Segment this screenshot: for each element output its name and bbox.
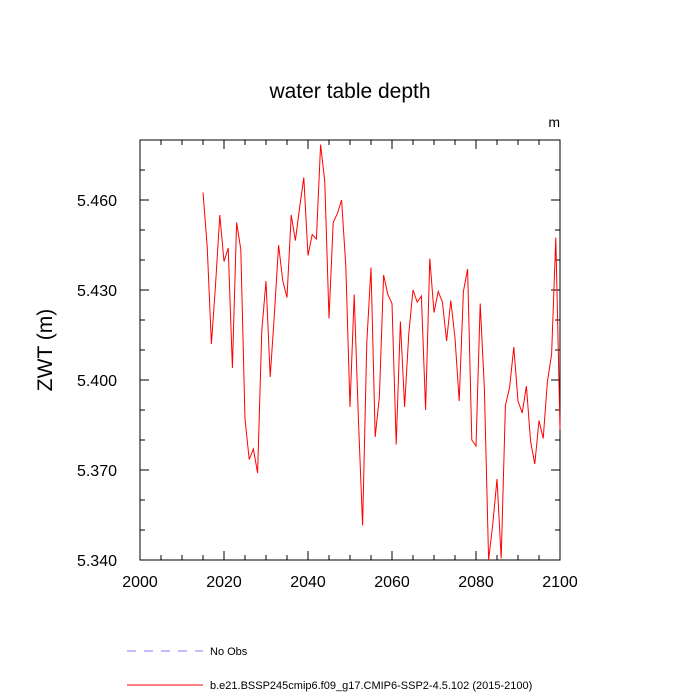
y-tick-label: 5.460	[77, 193, 117, 210]
units-label: m	[548, 114, 560, 130]
y-tick-label: 5.430	[77, 283, 117, 300]
series-line-0	[202, 144, 561, 561]
y-axis-label: ZWT (m)	[34, 309, 57, 391]
axis-tick-labels: 2000 2020 2040 2060 2080 2100 5.340 5.370 5.400 5…	[77, 193, 578, 591]
y-tick-label: 5.370	[77, 463, 117, 480]
x-tick-label: 2000	[122, 574, 158, 591]
axis-ticks	[139, 139, 561, 561]
legend: No Obs b.e21.BSSP245cmip6.f09_g17.CMIP6-…	[127, 646, 532, 692]
legend-label-model: b.e21.BSSP245cmip6.f09_g17.CMIP6-SSP2-4.…	[210, 680, 532, 692]
y-tick-label: 5.340	[77, 553, 117, 570]
plot-frame	[139, 139, 561, 561]
x-tick-label: 2020	[206, 574, 242, 591]
x-tick-label: 2040	[290, 574, 326, 591]
x-tick-label: 2060	[374, 574, 410, 591]
y-tick-label: 5.400	[77, 373, 117, 390]
x-tick-label: 2080	[458, 574, 494, 591]
x-tick-label: 2100	[542, 574, 578, 591]
legend-label-no-obs: No Obs	[210, 646, 248, 658]
series-group	[202, 144, 561, 561]
chart-title: water table depth	[268, 80, 430, 103]
